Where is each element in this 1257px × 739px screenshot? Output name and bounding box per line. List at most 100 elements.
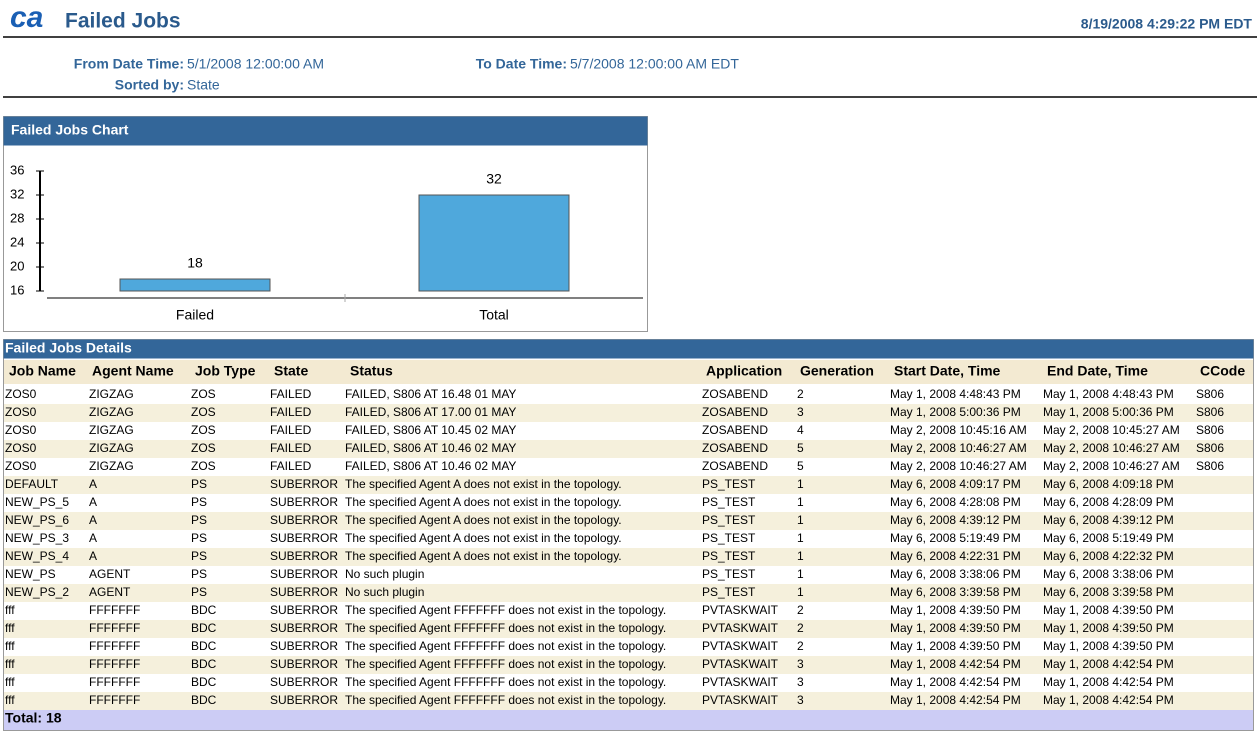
cell: 3 [797,657,804,671]
x-tick-label: Failed [176,307,214,323]
cell: No such plugin [345,567,424,581]
cell: May 6, 2008 4:22:32 PM [1043,549,1174,563]
cell: FAILED [270,387,312,401]
column-header: Application [706,363,782,379]
cell: May 6, 2008 4:39:12 PM [890,513,1021,527]
cell: ZOSABEND [702,441,768,455]
y-tick-label: 28 [10,210,24,225]
column-header: Generation [800,363,874,379]
cell: ZIGZAG [89,387,134,401]
cell: BDC [191,621,217,635]
cell: PVTASKWAIT [702,621,779,635]
logo: ca [10,1,43,34]
cell: SUBERROR [270,567,338,581]
cell: FAILED [270,459,312,473]
cell: A [89,477,97,491]
cell: ZIGZAG [89,459,134,473]
column-header: Agent Name [92,363,174,379]
cell: ZOS [191,459,216,473]
cell: The specified Agent A does not exist in … [345,513,622,527]
cell: 2 [797,621,804,635]
param-label: To Date Time: [476,56,567,72]
cell: ZOS [191,405,216,419]
param-label: Sorted by: [115,77,184,93]
cell: PS_TEST [702,531,756,545]
cell: May 1, 2008 4:39:50 PM [1043,603,1174,617]
cell: May 1, 2008 4:48:43 PM [890,387,1021,401]
cell: FAILED, S806 AT 10.46 02 MAY [345,441,516,455]
cell: May 1, 2008 4:39:50 PM [890,639,1021,653]
cell: AGENT [89,585,131,599]
column-header: End Date, Time [1047,363,1148,379]
cell: ZOSABEND [702,423,768,437]
cell: FAILED [270,423,312,437]
cell: FAILED, S806 AT 10.45 02 MAY [345,423,516,437]
cell: PS_TEST [702,477,756,491]
cell: 3 [797,675,804,689]
cell: The specified Agent A does not exist in … [345,549,622,563]
value-label: 18 [187,255,203,271]
cell: The specified Agent A does not exist in … [345,477,622,491]
cell: May 1, 2008 4:42:54 PM [1043,693,1174,707]
cell: ZIGZAG [89,423,134,437]
cell: May 6, 2008 5:19:49 PM [890,531,1021,545]
cell: May 1, 2008 4:39:50 PM [890,621,1021,635]
cell: May 1, 2008 4:42:54 PM [1043,657,1174,671]
cell: SUBERROR [270,639,338,653]
cell: NEW_PS_6 [5,513,69,527]
cell: fff [5,693,15,707]
cell: PVTASKWAIT [702,639,779,653]
cell: ZIGZAG [89,405,134,419]
cell: No such plugin [345,585,424,599]
cell: May 6, 2008 4:09:17 PM [890,477,1021,491]
cell: S806 [1196,405,1224,419]
cell: 1 [797,585,804,599]
cell: BDC [191,675,217,689]
cell: DEFAULT [5,477,59,491]
cell: May 2, 2008 10:46:27 AM [1043,459,1180,473]
cell: ZOS0 [5,459,37,473]
cell: fff [5,621,15,635]
cell: PVTASKWAIT [702,675,779,689]
row-band [4,620,1253,638]
column-header: Job Type [195,363,256,379]
cell: 2 [797,639,804,653]
cell: The specified Agent FFFFFFF does not exi… [345,675,666,689]
y-tick-label: 24 [10,234,24,249]
cell: May 1, 2008 4:39:50 PM [1043,639,1174,653]
cell: SUBERROR [270,477,338,491]
cell: FFFFFFF [89,639,140,653]
cell: FAILED [270,405,312,419]
cell: PS_TEST [702,549,756,563]
cell: 1 [797,531,804,545]
cell: fff [5,603,15,617]
cell: SUBERROR [270,513,338,527]
row-band [4,476,1253,494]
cell: FFFFFFF [89,657,140,671]
cell: 1 [797,513,804,527]
cell: 1 [797,477,804,491]
cell: May 2, 2008 10:46:27 AM [890,459,1027,473]
cell: S806 [1196,459,1224,473]
column-header: Start Date, Time [894,363,1001,379]
cell: May 1, 2008 4:48:43 PM [1043,387,1174,401]
cell: 1 [797,495,804,509]
table-header [3,339,1254,359]
cell: PS_TEST [702,513,756,527]
cell: NEW_PS_3 [5,531,69,545]
cell: May 6, 2008 3:38:06 PM [890,567,1021,581]
cell: May 6, 2008 3:39:58 PM [1043,585,1174,599]
cell: PS_TEST [702,585,756,599]
cell: 1 [797,567,804,581]
column-header: Status [350,363,393,379]
column-header: Job Name [9,363,76,379]
cell: A [89,531,97,545]
cell: 2 [797,603,804,617]
cell: NEW_PS_2 [5,585,69,599]
cell: 3 [797,693,804,707]
cell: ZOS0 [5,387,37,401]
cell: The specified Agent A does not exist in … [345,495,622,509]
cell: BDC [191,603,217,617]
param-value: State [187,77,220,93]
cell: ZOS [191,441,216,455]
